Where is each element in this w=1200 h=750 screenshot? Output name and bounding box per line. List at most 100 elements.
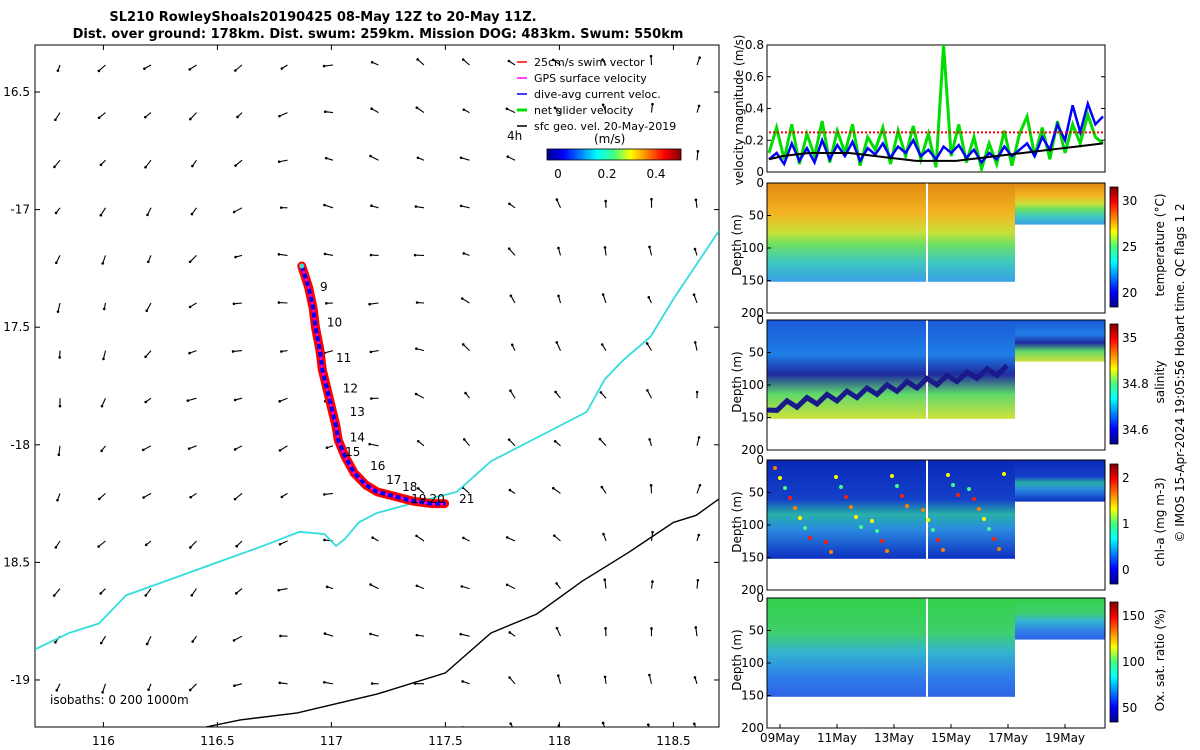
chl-speckle (778, 476, 782, 480)
date-tick-label: 15May (931, 731, 971, 745)
velocity-y-tick-label: 0.6 (745, 70, 764, 84)
velocity-y-tick-label: 0.8 (745, 38, 764, 52)
depth-tick-label: 150 (741, 411, 764, 425)
current-arrow (464, 391, 470, 399)
map-y-tick-label: 17.5 (3, 320, 30, 334)
current-arrow (58, 350, 61, 359)
current-arrow (370, 107, 379, 114)
current-arrow (188, 350, 197, 355)
current-arrow (416, 58, 425, 66)
day-label: 15 (345, 445, 360, 459)
current-arrow (190, 207, 197, 216)
current-arrow (102, 302, 107, 311)
current-arrow (509, 722, 514, 727)
current-arrow (462, 108, 470, 114)
track-start-marker (299, 263, 305, 269)
current-arrow (460, 585, 470, 590)
current-arrow (187, 445, 197, 450)
chl-speckle (1002, 472, 1006, 476)
current-arrow (188, 731, 197, 737)
current-arrow (505, 536, 516, 542)
current-arrow (555, 582, 561, 589)
chl-a-colorbar-tick: 2 (1122, 471, 1130, 485)
current-arrow (646, 389, 652, 399)
current-arrow (649, 54, 653, 66)
current-arrow (280, 350, 288, 353)
current-arrow (279, 634, 288, 638)
current-arrow (601, 721, 606, 727)
day-label: 17 (386, 473, 401, 487)
depth-tick-label: 50 (749, 346, 764, 360)
depth-tick-label: 50 (749, 486, 764, 500)
current-arrow (557, 294, 562, 304)
date-tick-label: 13May (874, 731, 914, 745)
chl-speckle (941, 548, 945, 552)
chl-speckle (967, 487, 971, 491)
salinity-field-late (1015, 320, 1105, 362)
current-arrow (56, 64, 61, 72)
map-x-tick-label: 118.5 (656, 734, 690, 748)
current-arrow (370, 60, 379, 66)
temperature-colorbar-label: temperature (°C) (1153, 194, 1167, 297)
timestamp-footer: © IMOS 15-Apr-2024 19:05:56 Hobart time.… (1173, 203, 1187, 542)
temperature-colorbar-tick: 25 (1122, 240, 1137, 254)
current-arrow (369, 583, 379, 590)
current-arrow (650, 627, 653, 637)
current-arrow (370, 204, 379, 209)
day-label: 9 (320, 280, 328, 294)
current-arrow (57, 445, 61, 456)
current-arrow (648, 245, 653, 256)
current-arrow (645, 342, 652, 351)
map-x-tick-label: 118 (548, 734, 571, 748)
map-y-tick-label: 16.5 (3, 85, 30, 99)
current-arrow (322, 64, 334, 68)
depth-tick-label: 0 (756, 313, 764, 327)
current-arrow (277, 301, 288, 304)
current-arrow (52, 588, 61, 597)
chl-speckle (803, 526, 807, 530)
day-label: 21 (459, 492, 474, 506)
map-y-tick-label: -18 (10, 438, 30, 452)
current-arrow (696, 578, 700, 589)
chl-speckle (946, 473, 950, 477)
current-arrow (277, 730, 287, 733)
temperature-depth-label: Depth (m) (730, 214, 744, 275)
current-arrow (600, 485, 607, 494)
current-arrow (54, 112, 61, 122)
current-arrow (144, 397, 152, 404)
depth-tick-label: 0 (756, 453, 764, 467)
oxygen-colorbar-tick: 100 (1122, 655, 1145, 669)
current-arrow (323, 492, 334, 496)
current-arrow (369, 253, 379, 257)
day-label: 16 (370, 459, 385, 473)
chl-speckle (885, 549, 889, 553)
current-arrow (415, 633, 425, 637)
date-tick-label: 09May (760, 731, 800, 745)
oxygen-colorbar-tick: 50 (1122, 701, 1137, 715)
map-colorbar (546, 148, 682, 161)
map-y-ticks: 16.5 -17 17.5 -18 18.5 -19 (3, 85, 719, 687)
current-arrow (188, 683, 197, 692)
current-arrow (57, 731, 60, 741)
current-arrow (460, 297, 470, 304)
velocity-panel: 0 0.2 0.4 0.6 0.8 velocity magnitude (m/s) (732, 35, 1106, 185)
day-label: 12 (343, 381, 358, 395)
chl-speckle (783, 486, 787, 490)
temperature-colorbar (1109, 186, 1119, 308)
current-arrow (600, 343, 607, 351)
current-arrow (233, 492, 243, 501)
chl-speckle (951, 483, 955, 487)
current-arrow (97, 112, 106, 120)
temperature-colorbar-tick: 20 (1122, 286, 1137, 300)
legend-swim-vector: 25cm/s swim vector (534, 56, 645, 69)
current-arrow (601, 103, 607, 113)
current-vector-field (52, 54, 702, 741)
current-arrow (551, 58, 561, 66)
current-arrow (146, 255, 152, 264)
current-arrow (233, 683, 243, 688)
current-arrow (146, 731, 151, 740)
current-arrow (278, 681, 288, 685)
salinity-colorbar-tick: 35 (1122, 331, 1137, 345)
current-arrow (190, 588, 197, 597)
current-arrow (459, 204, 470, 209)
